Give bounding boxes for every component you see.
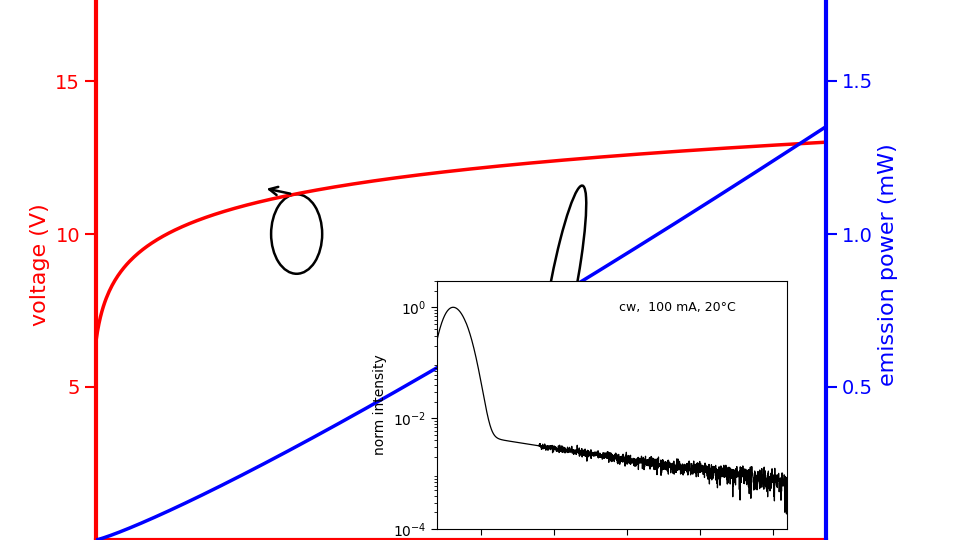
Y-axis label: voltage (V): voltage (V) [30, 203, 50, 326]
Y-axis label: norm intensity: norm intensity [373, 355, 387, 455]
Y-axis label: emission power (mW): emission power (mW) [878, 143, 899, 386]
Text: cw,  100 mA, 20°C: cw, 100 mA, 20°C [619, 301, 735, 314]
